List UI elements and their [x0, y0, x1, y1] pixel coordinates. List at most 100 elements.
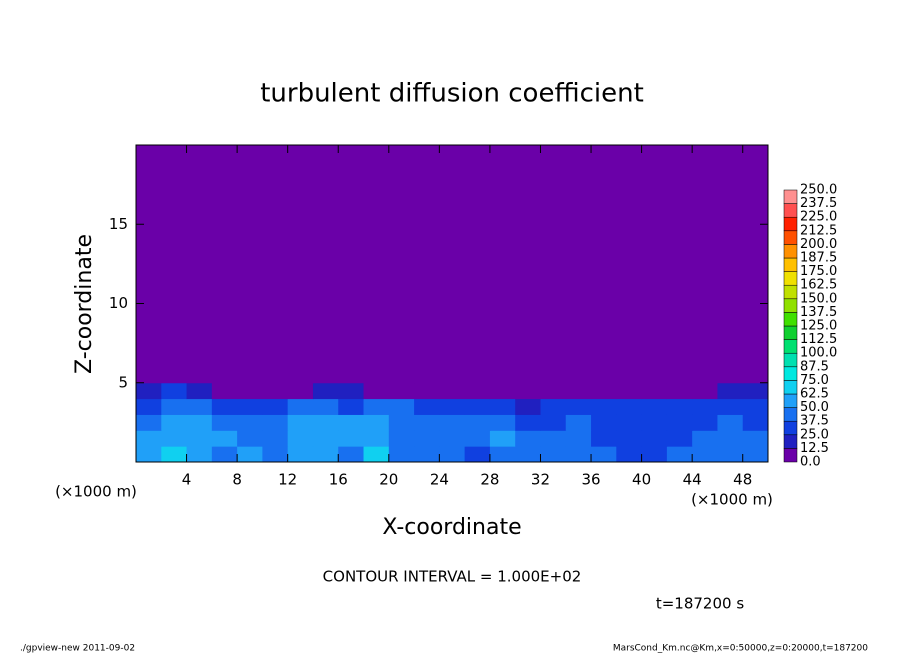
x-tick-label: 24: [430, 471, 449, 489]
field-cell: [565, 382, 592, 400]
field-cell: [136, 414, 162, 431]
field-cell: [388, 414, 415, 431]
field-cell: [591, 446, 617, 463]
field-cell: [363, 382, 390, 400]
field-cell: [515, 398, 541, 415]
field-cell: [489, 414, 516, 431]
field-cell: [666, 446, 693, 463]
field-cell: [540, 382, 567, 400]
field-cell: [388, 145, 415, 384]
colorbar-label: 0.0: [800, 455, 821, 470]
colorbar-box: [783, 352, 798, 368]
colorbar-label: 250.0: [800, 183, 837, 198]
field-cell: [186, 398, 213, 415]
y-tick-label: 15: [109, 215, 128, 233]
field-cell: [489, 398, 516, 415]
colorbar-label: 100.0: [800, 346, 837, 361]
field-cell: [489, 446, 516, 463]
field-cell: [616, 382, 643, 400]
field-cell: [591, 145, 617, 384]
x-axis-label: X-coordinate: [382, 515, 521, 540]
colorbar-label: 237.5: [800, 196, 837, 211]
chart-title: turbulent diffusion coefficient: [260, 79, 644, 109]
field-cell: [211, 145, 238, 384]
field-cell: [692, 382, 718, 400]
field-cell: [161, 145, 188, 384]
field-cell: [464, 414, 491, 431]
field-cell: [717, 414, 744, 431]
colorbar-box: [783, 434, 798, 449]
field-cell: [414, 430, 440, 447]
field-cell: [312, 446, 339, 463]
colorbar-box: [783, 189, 798, 204]
field-cell: [262, 382, 289, 400]
colorbar-label: 62.5: [800, 387, 829, 402]
footer-right: MarsCond_Km.nc@Km,x=0:50000,z=0:20000,t=…: [613, 644, 868, 654]
field-cell: [262, 446, 289, 463]
field-cell: [237, 145, 263, 384]
field-cell: [742, 414, 769, 431]
field-cell: [338, 398, 365, 415]
field-cell: [211, 382, 238, 400]
field-cell: [692, 430, 718, 447]
colorbar-label: 37.5: [800, 414, 829, 429]
field-cell: [262, 145, 289, 384]
field-cell: [464, 430, 491, 447]
field-cell: [262, 414, 289, 431]
field-cell: [666, 382, 693, 400]
field-cell: [565, 414, 592, 431]
x-tick-label: 8: [232, 471, 242, 489]
field-cell: [489, 430, 516, 447]
colorbar-box: [783, 203, 798, 218]
field-cell: [616, 414, 643, 431]
field-cell: [338, 430, 365, 447]
field-cell: [388, 446, 415, 463]
field-cell: [312, 398, 339, 415]
field-cell: [161, 414, 188, 431]
colorbar-box: [783, 448, 798, 463]
field-cell: [692, 145, 718, 384]
field-cell: [666, 430, 693, 447]
field-cell: [161, 446, 188, 463]
field-cell: [489, 145, 516, 384]
y-tick-label: 5: [118, 373, 128, 391]
field-cell: [742, 446, 769, 463]
field-cell: [388, 398, 415, 415]
field-cell: [287, 446, 314, 463]
field-cell: [136, 398, 162, 415]
field-cell: [591, 430, 617, 447]
field-cell: [591, 398, 617, 415]
colorbar-label: 125.0: [800, 319, 837, 334]
y-axis-label: Z-coordinate: [72, 234, 97, 374]
x-tick-label: 40: [632, 471, 651, 489]
field-cell: [186, 382, 213, 400]
field-cell: [338, 382, 365, 400]
field-cell: [464, 382, 491, 400]
field-cell: [692, 398, 718, 415]
field-cell: [489, 382, 516, 400]
field-cell: [616, 398, 643, 415]
field-cell: [591, 414, 617, 431]
field-cell: [414, 414, 440, 431]
field-cell: [742, 430, 769, 447]
field-cell: [439, 430, 466, 447]
field-cell: [515, 414, 541, 431]
field-cell: [136, 430, 162, 447]
colorbar-box: [783, 298, 798, 313]
field-cell: [388, 430, 415, 447]
colorbar-box: [783, 407, 798, 422]
field-cell: [565, 398, 592, 415]
field-cell: [388, 382, 415, 400]
field-cell: [237, 446, 263, 463]
field-cell: [540, 414, 567, 431]
colorbar-box: [783, 393, 798, 408]
field-cell: [666, 145, 693, 384]
colorbar-label: 12.5: [800, 441, 829, 456]
field-cell: [186, 414, 213, 431]
field-cell: [287, 414, 314, 431]
colorbar-box: [783, 216, 798, 232]
field-cell: [565, 430, 592, 447]
field-cell: [439, 414, 466, 431]
field-cell: [363, 145, 390, 384]
colorbar-box: [783, 271, 798, 286]
